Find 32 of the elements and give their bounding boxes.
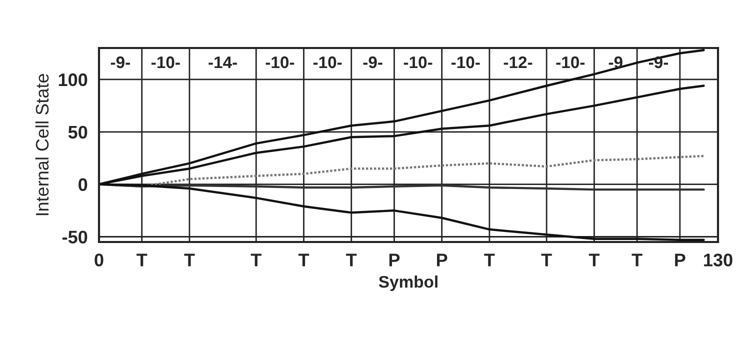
annotation: -10- (556, 56, 585, 68)
y-tick-label: 0 (78, 178, 88, 192)
annotation: -10- (266, 56, 294, 68)
y-tick-label: 100 (58, 73, 88, 86)
annotation: -10- (404, 56, 432, 68)
x-tick-label: T (136, 254, 148, 266)
x-tick-label: T (184, 254, 195, 266)
annotation: -10- (151, 56, 180, 68)
x-tick-label: P (437, 254, 448, 266)
x-tick-label: P (675, 254, 686, 266)
annotation: -10- (451, 56, 480, 68)
x-tick-label: T (588, 254, 600, 266)
x-tick-label: 130 (704, 254, 732, 266)
x-tick-label: T (484, 254, 495, 266)
x-tick-label: T (541, 254, 552, 266)
annotation: -9 (608, 56, 622, 68)
y-axis-title: Internal Cell State (35, 74, 49, 216)
annotation: -9- (363, 56, 382, 68)
annotation: -9- (648, 56, 668, 68)
x-axis-title: Symbol (378, 276, 438, 292)
x-tick-label: T (346, 254, 357, 266)
annotation: -12- (504, 56, 532, 68)
x-tick-label: T (250, 254, 262, 266)
x-tick-label: T (632, 254, 642, 266)
x-tick-label: T (298, 254, 310, 266)
annotation: -14- (208, 56, 237, 68)
annotation: -9- (110, 56, 130, 68)
annotation: -10- (313, 56, 342, 68)
x-tick-label: 0 (94, 254, 104, 266)
x-tick-label: P (389, 254, 400, 266)
y-tick-label: 50 (68, 126, 88, 139)
y-tick-label: -50 (62, 230, 88, 244)
